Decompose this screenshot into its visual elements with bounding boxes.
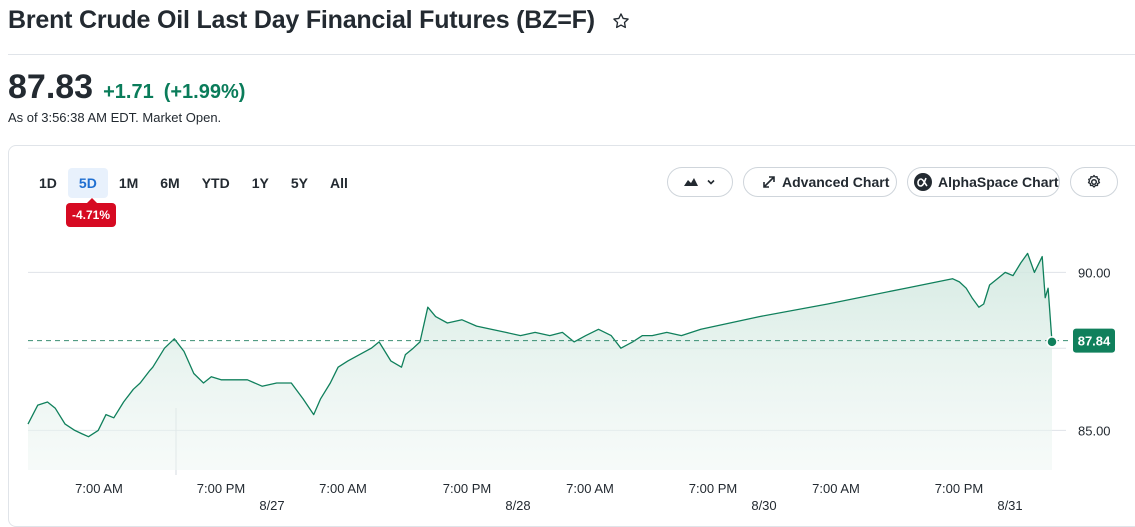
x-tick-label: 7:00 AM: [319, 481, 367, 496]
last-price-dot: [1046, 336, 1058, 348]
range-6m[interactable]: 6M: [160, 175, 180, 191]
gear-icon: [1087, 174, 1101, 188]
alphaspace-logo-icon: [914, 173, 932, 191]
alphaspace-chart-button[interactable]: AlphaSpace Chart: [907, 167, 1060, 197]
range-change-badge: -4.71%: [66, 198, 117, 227]
current-price-tag-label: 87.84: [1078, 334, 1111, 349]
range-1m[interactable]: 1M: [118, 175, 139, 191]
range-1y[interactable]: 1Y: [251, 175, 269, 191]
range-5y[interactable]: 5Y: [290, 175, 308, 191]
x-tick-label: 7:00 PM: [197, 481, 245, 496]
price-line: [27, 252, 1053, 438]
x-tick-label: 7:00 PM: [935, 481, 983, 496]
x-tick-label: 7:00 AM: [566, 481, 614, 496]
alphaspace-chart-label: AlphaSpace Chart: [938, 174, 1059, 190]
x-tick-label: 7:00 AM: [812, 481, 860, 496]
mountain-chart-icon: [684, 178, 698, 186]
advanced-chart-label: Advanced Chart: [782, 174, 890, 190]
x-tick-label: 7:00 PM: [689, 481, 737, 496]
current-price-tag: [1073, 328, 1115, 353]
star-icon[interactable]: [611, 11, 631, 31]
x-date-label: 8/27: [259, 498, 284, 513]
range-all[interactable]: All: [329, 175, 348, 191]
chart-settings-button[interactable]: [1070, 167, 1118, 197]
header-divider: [8, 54, 1135, 55]
expand-icon: [763, 176, 775, 188]
as-of-timestamp: As of 3:56:38 AM EDT. Market Open.: [8, 110, 222, 125]
x-tick-label: 7:00 PM: [443, 481, 491, 496]
x-tick-label: 7:00 AM: [75, 481, 123, 496]
title-row: Brent Crude Oil Last Day Financial Futur…: [8, 6, 631, 35]
current-price: 87.83: [8, 68, 94, 106]
chart-type-button[interactable]: [667, 167, 733, 197]
y-tick-label: 90.00: [1078, 265, 1111, 280]
page-title: Brent Crude Oil Last Day Financial Futur…: [8, 6, 595, 34]
x-date-label: 8/31: [997, 498, 1022, 513]
range-ytd[interactable]: YTD: [201, 175, 230, 191]
range-1d[interactable]: 1D: [39, 175, 57, 191]
quote-row: 87.83 +1.71 (+1.99%): [8, 68, 245, 107]
range-5d[interactable]: 5D: [67, 168, 108, 198]
x-date-label: 8/28: [505, 498, 530, 513]
price-change: +1.71: [103, 81, 154, 103]
y-tick-label: 85.00: [1078, 423, 1111, 438]
advanced-chart-button[interactable]: Advanced Chart: [743, 167, 897, 197]
x-date-label: 8/30: [751, 498, 776, 513]
range-selector: 1D 5D 1M 6M YTD 1Y 5Y All: [28, 168, 359, 198]
area-fill: [28, 253, 1052, 470]
price-change-percent: (+1.99%): [163, 81, 246, 103]
chevron-down-icon: [707, 179, 715, 185]
